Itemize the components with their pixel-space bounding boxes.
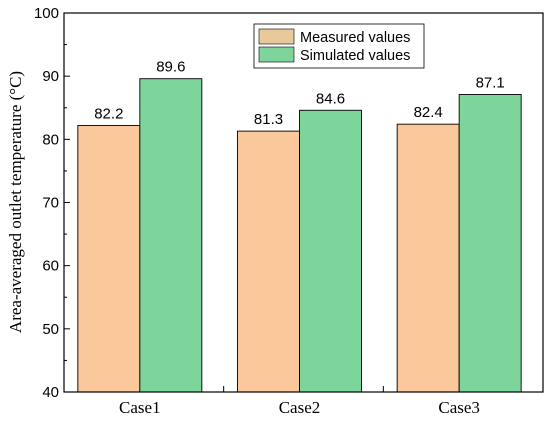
legend: Measured values Simulated values (253, 23, 425, 69)
y-tick-label: 40 (42, 384, 59, 401)
value-labels-layer: 82.2 81.3 82.4 89.6 84.6 87.1 (94, 59, 505, 128)
x-tick-label: Case1 (119, 398, 161, 417)
y-axis-title: Area-averaged outlet temperature (°C) (6, 71, 25, 333)
data-label: 82.4 (414, 104, 443, 121)
x-tick-label: Case3 (438, 398, 480, 417)
bar-case2-simulated (299, 109, 362, 393)
data-label: 84.6 (316, 90, 345, 107)
y-tick-label: 80 (42, 131, 59, 148)
bar-case3-measured (396, 123, 460, 393)
y-tick-label: 50 (42, 321, 59, 338)
bar-case3-simulated (458, 94, 522, 393)
data-label: 89.6 (156, 59, 185, 76)
legend-label-simulated: Simulated values (300, 48, 410, 64)
y-tick-label: 90 (42, 68, 59, 85)
data-label: 82.2 (94, 105, 123, 122)
legend-swatch-simulated (258, 46, 295, 63)
bar-case1-simulated (139, 78, 203, 393)
legend-label-measured: Measured values (300, 30, 410, 46)
bar-case1-measured (77, 124, 141, 393)
y-axis: 40 50 60 70 80 90 100 (34, 5, 70, 401)
data-label: 81.3 (254, 111, 283, 128)
bars-layer (77, 78, 522, 393)
legend-swatch-measured (258, 28, 295, 45)
y-tick-label: 70 (42, 195, 59, 212)
y-tick-label: 60 (42, 258, 59, 275)
data-label: 87.1 (476, 74, 505, 91)
x-tick-label: Case2 (279, 398, 321, 417)
y-tick-label: 100 (34, 5, 59, 22)
bar-case2-measured (237, 130, 300, 393)
x-axis: Case1 Case2 Case3 (119, 386, 480, 417)
